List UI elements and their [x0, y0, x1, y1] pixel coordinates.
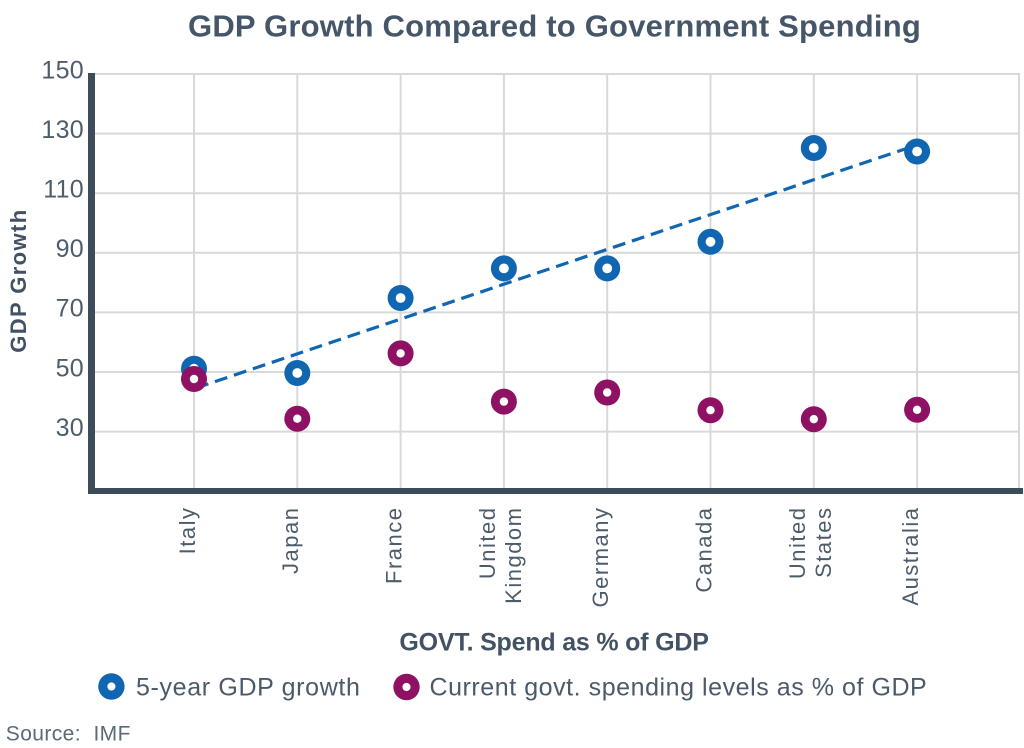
- svg-text:GDP Growth: GDP Growth: [6, 208, 31, 352]
- svg-text:United: United: [475, 507, 500, 580]
- svg-text:5-year GDP growth: 5-year GDP growth: [136, 674, 361, 702]
- svg-text:GOVT. Spend as % of GDP: GOVT. Spend as % of GDP: [399, 629, 708, 657]
- svg-text:Canada: Canada: [691, 507, 716, 593]
- svg-text:France: France: [381, 507, 406, 584]
- svg-text:Italy: Italy: [175, 507, 200, 555]
- svg-text:United: United: [785, 507, 810, 580]
- svg-text:30: 30: [56, 414, 84, 442]
- svg-text:GDP Growth Compared to Governm: GDP Growth Compared to Government Spendi…: [188, 9, 921, 44]
- svg-text:Current govt. spending levels: Current govt. spending levels as % of GD…: [430, 674, 928, 702]
- svg-text:110: 110: [43, 176, 84, 204]
- svg-text:Japan: Japan: [278, 507, 303, 574]
- svg-text:50: 50: [56, 354, 84, 382]
- svg-text:States: States: [811, 507, 836, 578]
- svg-text:90: 90: [56, 235, 84, 263]
- svg-text:Kingdom: Kingdom: [501, 507, 526, 604]
- svg-text:130: 130: [41, 116, 84, 144]
- svg-text:Germany: Germany: [588, 507, 613, 608]
- svg-text:Australia: Australia: [898, 507, 923, 606]
- svg-text:150: 150: [41, 56, 84, 84]
- svg-text:70: 70: [56, 295, 84, 323]
- svg-text:Source: IMF: Source: IMF: [6, 723, 131, 746]
